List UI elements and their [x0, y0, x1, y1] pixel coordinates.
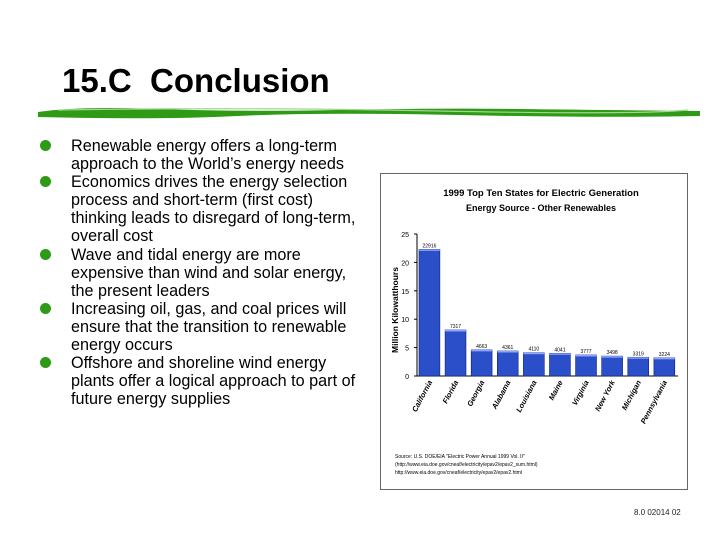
bullet-text: Increasing oil, gas, and coal prices wil…: [71, 299, 347, 355]
bullet-item: Renewable energy offers a long-term appr…: [40, 137, 360, 173]
source-note: (http://www.eia.doe.gov/cneaf/electricit…: [395, 462, 538, 468]
data-label: 4663: [476, 344, 487, 350]
x-tick-label: New York: [593, 378, 617, 413]
x-tick-label: Michigan: [620, 378, 643, 411]
source-note: Source: U.S. DOE/EIA "Electric Power Ann…: [395, 454, 525, 460]
x-tick-label: Alabama: [489, 379, 512, 412]
title-underline-brush: [38, 108, 700, 119]
bar-highlight: [627, 357, 649, 359]
x-tick-label: Virginia: [570, 379, 591, 407]
bullet-dot-icon: [40, 140, 51, 151]
x-tick-label: Pennsylvania: [639, 379, 669, 426]
bar-highlight: [653, 357, 675, 360]
bar: [497, 350, 519, 377]
bar-highlight: [497, 351, 519, 353]
data-label: 3777: [580, 349, 591, 355]
bar-highlight: [601, 356, 623, 358]
slide-code: 8.0 02014 02: [634, 508, 681, 517]
x-tick-label: Florida: [441, 379, 461, 405]
data-label: 22916: [422, 243, 436, 249]
data-label: 3224: [659, 352, 670, 358]
y-tick-label: 0: [405, 374, 409, 381]
bullet-item: Wave and tidal energy are more expensive…: [40, 246, 360, 300]
bullet-item: Economics drives the energy selection pr…: [40, 173, 360, 245]
bullet-dot-icon: [40, 176, 51, 188]
bullet-item: Increasing oil, gas, and coal prices wil…: [40, 300, 360, 354]
data-label: 4041: [554, 347, 565, 353]
y-tick-label: 10: [401, 317, 409, 324]
bullet-dot-icon: [40, 248, 51, 260]
bar: [470, 349, 493, 377]
y-tick-label: 15: [401, 289, 409, 296]
chart-subtitle: Energy Source - Other Renewables: [466, 203, 616, 213]
chart-panel: 1999 Top Ten States for Electric Generat…: [380, 173, 688, 490]
bullet-item: Offshore and shoreline wind energy plant…: [40, 354, 360, 408]
bar: [523, 352, 545, 377]
bar-highlight: [549, 353, 571, 355]
bullet-dot-icon: [40, 357, 51, 369]
y-tick-label: 25: [401, 232, 409, 239]
x-tick-label: Maine: [547, 379, 565, 402]
y-axis-label: Million Kilowatthours: [390, 267, 400, 353]
bar: [627, 356, 649, 377]
bullet-text: Wave and tidal energy are more expensive…: [71, 245, 347, 300]
bar: [575, 354, 597, 377]
bar-highlight: [523, 352, 545, 355]
data-label: 7317: [450, 324, 461, 330]
source-note: http://www.eia.doe.gov/cneaf/electricity…: [395, 470, 522, 476]
slide-title: 15.C Conclusion: [62, 62, 330, 99]
bullet-text: Offshore and shoreline wind energy plant…: [71, 354, 356, 409]
bar-highlight: [575, 354, 597, 357]
chart-title: 1999 Top Ten States for Electric Generat…: [443, 188, 639, 199]
bar-highlight: [419, 249, 440, 251]
bar: [549, 352, 571, 377]
bar: [418, 249, 441, 377]
bar-chart: 1999 Top Ten States for Electric Generat…: [390, 188, 678, 476]
x-tick-label: California: [410, 379, 434, 414]
bullet-list: Renewable energy offers a long-term appr…: [40, 137, 360, 408]
bar-highlight: [445, 329, 466, 332]
y-tick-label: 5: [405, 346, 409, 353]
data-label: 4110: [528, 347, 539, 353]
bar-highlight: [471, 349, 493, 352]
data-label: 4361: [502, 345, 513, 351]
bullet-text: Economics drives the energy selection pr…: [71, 173, 356, 246]
data-label: 3498: [607, 350, 618, 356]
bar: [653, 357, 676, 377]
bullet-dot-icon: [40, 302, 51, 314]
bullet-text: Renewable energy offers a long-term appr…: [71, 137, 344, 174]
x-tick-label: Georgia: [465, 379, 486, 408]
x-tick-label: Louisiana: [514, 379, 538, 414]
y-tick-label: 20: [401, 260, 409, 267]
bar: [444, 329, 467, 377]
data-label: 3319: [633, 351, 644, 357]
bar: [601, 355, 623, 377]
